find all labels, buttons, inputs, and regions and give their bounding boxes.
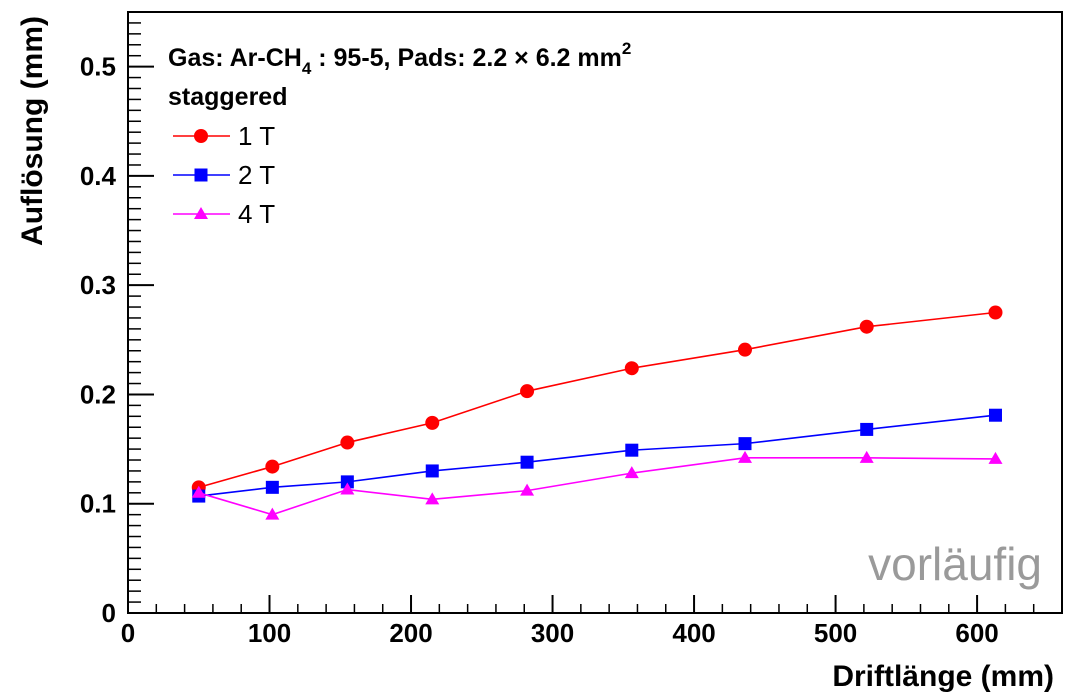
x-axis-title: Driftlänge (mm) [832, 660, 1054, 693]
legend-header-line1-mid: : 95-5, Pads: 2.2 × 6.2 mm [311, 44, 622, 72]
data-point-4t [520, 483, 535, 496]
x-axis: 0 100 200 300 400 500 600 [121, 595, 1035, 648]
y-tick-label: 0 [102, 598, 116, 628]
data-point-1t [859, 319, 874, 334]
x-tick-label: 0 [121, 618, 135, 648]
data-point-4t [265, 507, 280, 520]
data-point-1t [425, 415, 440, 430]
watermark-text: vorläufig [868, 538, 1042, 590]
data-point-2t [520, 455, 534, 469]
x-tick-label: 100 [248, 618, 291, 648]
data-point-1t [738, 342, 753, 357]
data-point-2t [425, 464, 439, 478]
legend-item-4t: 4 T [173, 199, 275, 229]
data-point-4t [738, 450, 753, 463]
series-1t [191, 305, 1003, 495]
y-axis-title: Auflösung (mm) [16, 16, 49, 246]
legend: 1 T 2 T 4 T [173, 121, 275, 229]
legend-label-4t: 4 T [238, 199, 275, 229]
data-point-2t [860, 422, 874, 436]
data-point-1t [988, 305, 1003, 320]
legend-header-line1-prefix: Gas: Ar-CH [168, 44, 302, 72]
y-tick-label: 0.2 [80, 379, 116, 409]
data-point-2t [988, 408, 1002, 422]
y-tick-label: 0.4 [80, 161, 117, 191]
legend-header-line1: Gas: Ar-CH4 : 95-5, Pads: 2.2 × 6.2 mm2 [168, 39, 631, 78]
series-layer [191, 305, 1003, 520]
data-point-2t [625, 443, 639, 457]
legend-label-1t: 1 T [238, 121, 275, 151]
y-axis: 0 0.1 0.2 0.3 0.4 0.5 [80, 22, 154, 628]
data-point-4t [425, 492, 440, 505]
legend-header-line2: staggered [168, 83, 287, 111]
x-tick-label: 200 [389, 618, 432, 648]
series-4t [191, 450, 1003, 520]
data-point-2t [265, 480, 279, 494]
x-tick-label: 600 [955, 618, 998, 648]
legend-marker-2t [194, 168, 208, 182]
data-point-4t [624, 466, 639, 479]
data-point-1t [624, 361, 639, 376]
data-point-4t [988, 451, 1003, 464]
legend-item-1t: 1 T [173, 121, 275, 151]
legend-marker-4t [194, 207, 208, 219]
x-tick-label: 400 [672, 618, 715, 648]
data-point-1t [340, 435, 355, 450]
legend-label-2t: 2 T [238, 160, 275, 190]
legend-marker-1t [194, 129, 208, 143]
data-point-1t [520, 384, 535, 399]
plot-frame [127, 11, 1063, 614]
legend-header-line1-sub: 4 [302, 59, 312, 78]
y-tick-label: 0.1 [80, 489, 116, 519]
data-point-4t [340, 482, 355, 495]
data-point-4t [191, 485, 206, 498]
legend-item-2t: 2 T [173, 160, 275, 190]
data-point-2t [340, 475, 354, 489]
data-point-1t [265, 459, 280, 474]
x-tick-label: 500 [814, 618, 857, 648]
legend-header-line1-sup: 2 [622, 39, 631, 58]
data-point-4t [859, 450, 874, 463]
y-tick-label: 0.5 [80, 52, 116, 82]
data-point-2t [738, 437, 752, 451]
x-tick-label: 300 [531, 618, 574, 648]
y-tick-label: 0.3 [80, 270, 116, 300]
